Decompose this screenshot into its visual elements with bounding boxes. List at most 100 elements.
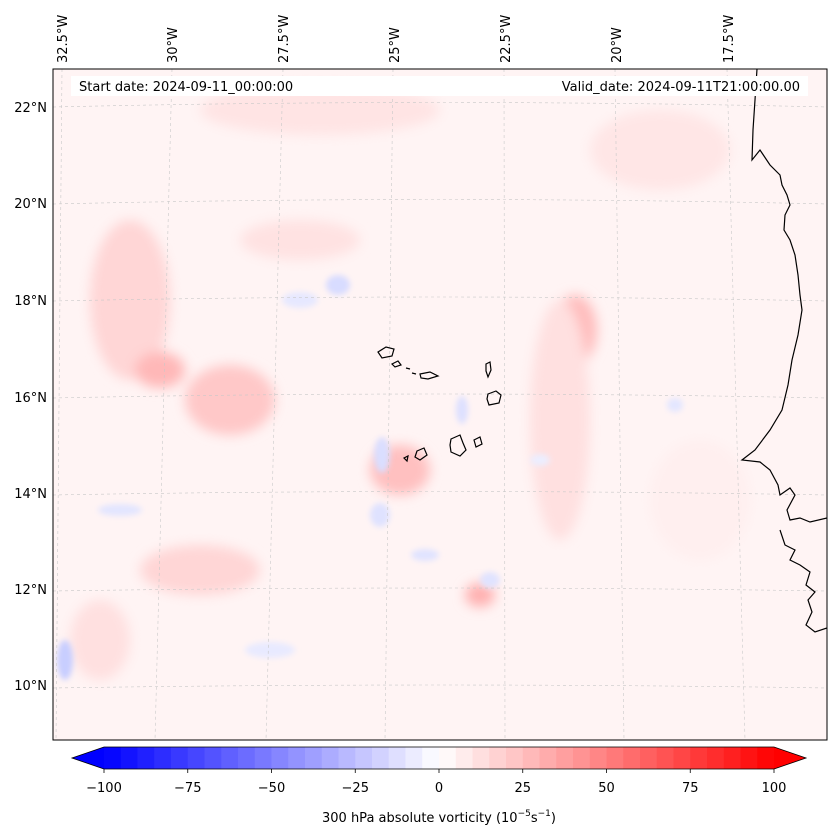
colorbar-segment: [740, 747, 758, 769]
vorticity-patch: [245, 642, 295, 658]
colorbar-tick-label: 0: [435, 781, 443, 796]
island: [390, 360, 402, 368]
island: [485, 361, 492, 379]
colorbar-label-suffix: ): [551, 811, 556, 826]
vorticity-patch: [456, 396, 468, 424]
map-panel: Start date: 2024-09-11_00:00:00 Valid_da…: [52, 68, 828, 741]
colorbar-label-prefix: 300 hPa absolute vorticity (10: [322, 811, 518, 826]
colorbar-segment: [673, 747, 691, 769]
colorbar-segments: [104, 747, 775, 769]
colorbar-label-exp2: −1: [538, 809, 551, 819]
island: [402, 454, 409, 463]
vorticity-patch: [465, 583, 495, 607]
colorbar-segment: [405, 747, 423, 769]
colorbar-segment: [355, 747, 373, 769]
colorbar-segment: [506, 747, 524, 769]
vorticity-field: [53, 69, 827, 740]
colorbar-segment: [589, 747, 608, 769]
colorbar-segment: [690, 747, 708, 769]
vorticity-patch: [530, 300, 590, 540]
colorbar-label: 300 hPa absolute vorticity (10−5s−1): [322, 809, 556, 826]
colorbar-segment: [439, 747, 457, 769]
colorbar-ticks: −100 −75 −50 −25 0 25 50 75 100: [86, 769, 786, 796]
colorbar-segment: [723, 747, 742, 769]
vorticity-patch: [650, 440, 750, 560]
lon-label: 20°W: [610, 27, 625, 63]
vorticity-patch: [374, 437, 390, 473]
colorbar-segment: [137, 747, 155, 769]
colorbar-min-extend: [72, 747, 104, 769]
cape-verde-islands: [377, 346, 502, 463]
island: [486, 390, 502, 406]
island: [377, 346, 395, 359]
longitude-labels: 32.5°W 30°W 27.5°W 25°W 22.5°W 20°W 17.5…: [56, 15, 737, 63]
island: [405, 367, 411, 370]
island: [414, 447, 428, 461]
gridlines: [53, 69, 827, 740]
lat-label: 22°N: [14, 101, 47, 116]
colorbar-segment: [271, 747, 289, 769]
colorbar-segment: [187, 747, 206, 769]
vorticity-patch: [282, 292, 318, 308]
island: [449, 434, 467, 457]
colorbar-segment: [221, 747, 239, 769]
colorbar-segment: [372, 747, 390, 769]
gambia-coast: [779, 529, 827, 633]
map-frame: [52, 68, 828, 741]
colorbar-segment: [254, 747, 273, 769]
island: [411, 372, 417, 375]
colorbar-tick-label: −100: [86, 781, 122, 796]
vorticity-patch: [590, 110, 730, 190]
colorbar-tick-label: 50: [598, 781, 615, 796]
lat-label: 20°N: [14, 197, 47, 212]
colorbar-segment: [288, 747, 306, 769]
africa-coastline: [740, 69, 827, 523]
header-box: [71, 76, 808, 96]
vorticity-patch: [411, 549, 439, 561]
lon-label: 27.5°W: [277, 15, 292, 63]
colorbar-segment: [238, 747, 256, 769]
colorbar-tick-label: 25: [514, 781, 531, 796]
start-date-label: Start date: 2024-09-11_00:00:00: [79, 80, 293, 95]
colorbar-segment: [120, 747, 139, 769]
vorticity-patch: [98, 504, 142, 516]
colorbar-segment: [757, 747, 775, 769]
lon-label: 17.5°W: [722, 15, 737, 63]
vorticity-patch: [370, 503, 390, 527]
colorbar-tick-label: −50: [258, 781, 285, 796]
island: [419, 371, 440, 380]
colorbar-segment: [455, 747, 474, 769]
colorbar-segment: [154, 747, 172, 769]
vorticity-patch: [667, 398, 683, 412]
colorbar-max-extend: [774, 747, 806, 769]
lon-label: 32.5°W: [56, 15, 71, 63]
colorbar-segment: [606, 747, 624, 769]
colorbar-segment: [321, 747, 340, 769]
colorbar-segment: [305, 747, 323, 769]
colorbar-segment: [472, 747, 490, 769]
colorbar-segment: [104, 747, 122, 769]
vorticity-patch: [90, 220, 170, 380]
colorbar-segment: [556, 747, 574, 769]
lat-label: 16°N: [14, 391, 47, 406]
colorbar: −100 −75 −50 −25 0 25 50 75 100 300 hPa absolute…: [70, 746, 808, 826]
vorticity-patch: [135, 352, 185, 388]
latitude-labels: 22°N 20°N 18°N 16°N 14°N 12°N 10°N: [14, 101, 47, 694]
vorticity-patch: [240, 220, 360, 260]
lon-label: 30°W: [166, 27, 181, 63]
colorbar-tick-label: −75: [174, 781, 201, 796]
vorticity-patch: [200, 85, 440, 135]
vorticity-patch: [480, 572, 500, 588]
colorbar-segment: [338, 747, 356, 769]
colorbar-segment: [623, 747, 641, 769]
colorbar-segment: [489, 747, 507, 769]
lat-label: 14°N: [14, 487, 47, 502]
colorbar-segment: [388, 747, 407, 769]
colorbar-tick-label: −25: [342, 781, 369, 796]
vorticity-patch: [140, 545, 260, 595]
colorbar-segment: [171, 747, 189, 769]
colorbar-segment: [539, 747, 557, 769]
lon-label: 25°W: [388, 27, 403, 63]
colorbar-tick-label: 100: [762, 781, 787, 796]
